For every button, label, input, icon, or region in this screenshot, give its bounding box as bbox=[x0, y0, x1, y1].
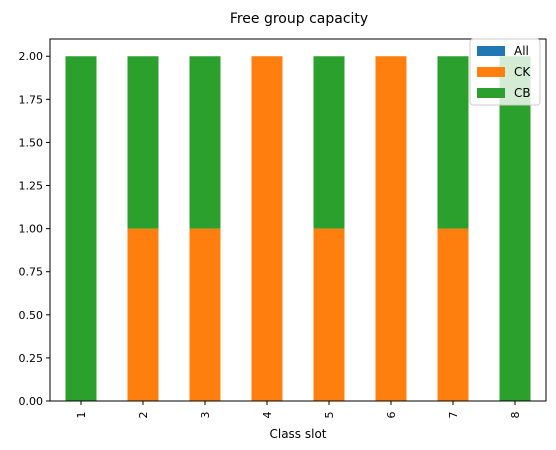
legend-swatch-all bbox=[477, 46, 505, 56]
y-tick-label: 1.50 bbox=[19, 136, 44, 149]
x-tick-label: 6 bbox=[385, 412, 398, 419]
x-tick-label: 3 bbox=[199, 412, 212, 419]
y-tick-label: 1.25 bbox=[19, 180, 44, 193]
legend: All CK CB bbox=[469, 38, 541, 106]
bars-group bbox=[65, 56, 531, 401]
x-tick-label: 5 bbox=[323, 412, 336, 419]
bar-cb-7 bbox=[437, 56, 469, 229]
plot-frame bbox=[49, 38, 547, 402]
bar-ck-6 bbox=[375, 56, 407, 401]
y-tick-label: 0.75 bbox=[19, 266, 44, 279]
x-axis-label: Class slot bbox=[269, 427, 326, 441]
x-tick-label: 4 bbox=[261, 412, 274, 419]
y-tick-label: 1.75 bbox=[19, 93, 44, 106]
y-tick-label: 0.00 bbox=[19, 395, 44, 408]
x-tick-label: 8 bbox=[509, 412, 522, 419]
y-tick-label: 0.25 bbox=[19, 352, 44, 365]
bar-ck-5 bbox=[313, 228, 345, 401]
x-tick-label: 2 bbox=[137, 412, 150, 419]
bar-cb-3 bbox=[189, 56, 221, 229]
x-tick-label: 7 bbox=[447, 412, 460, 419]
x-axis: 1 2 3 4 5 6 7 8 bbox=[75, 401, 522, 419]
bar-cb-8 bbox=[499, 56, 531, 401]
bar-ck-4 bbox=[251, 56, 283, 401]
bar-ck-7 bbox=[437, 228, 469, 401]
y-tick-label: 0.50 bbox=[19, 309, 44, 322]
x-tick-label: 1 bbox=[75, 412, 88, 419]
bar-ck-3 bbox=[189, 228, 221, 401]
chart-title: Free group capacity bbox=[230, 11, 368, 27]
legend-label-ck: CK bbox=[514, 65, 531, 79]
bar-ck-2 bbox=[127, 228, 159, 401]
bar-cb-1 bbox=[65, 56, 97, 401]
bar-cb-2 bbox=[127, 56, 159, 229]
y-tick-label: 1.00 bbox=[19, 223, 44, 236]
legend-swatch-cb bbox=[477, 88, 505, 98]
y-tick-label: 2.00 bbox=[19, 50, 44, 63]
y-axis: 0.00 0.25 0.50 0.75 1.00 1.25 1.50 1.75 2.00 bbox=[19, 50, 50, 408]
legend-label-cb: CB bbox=[514, 86, 531, 100]
legend-swatch-ck bbox=[477, 67, 505, 77]
legend-label-all: All bbox=[514, 44, 529, 58]
bar-cb-5 bbox=[313, 56, 345, 229]
